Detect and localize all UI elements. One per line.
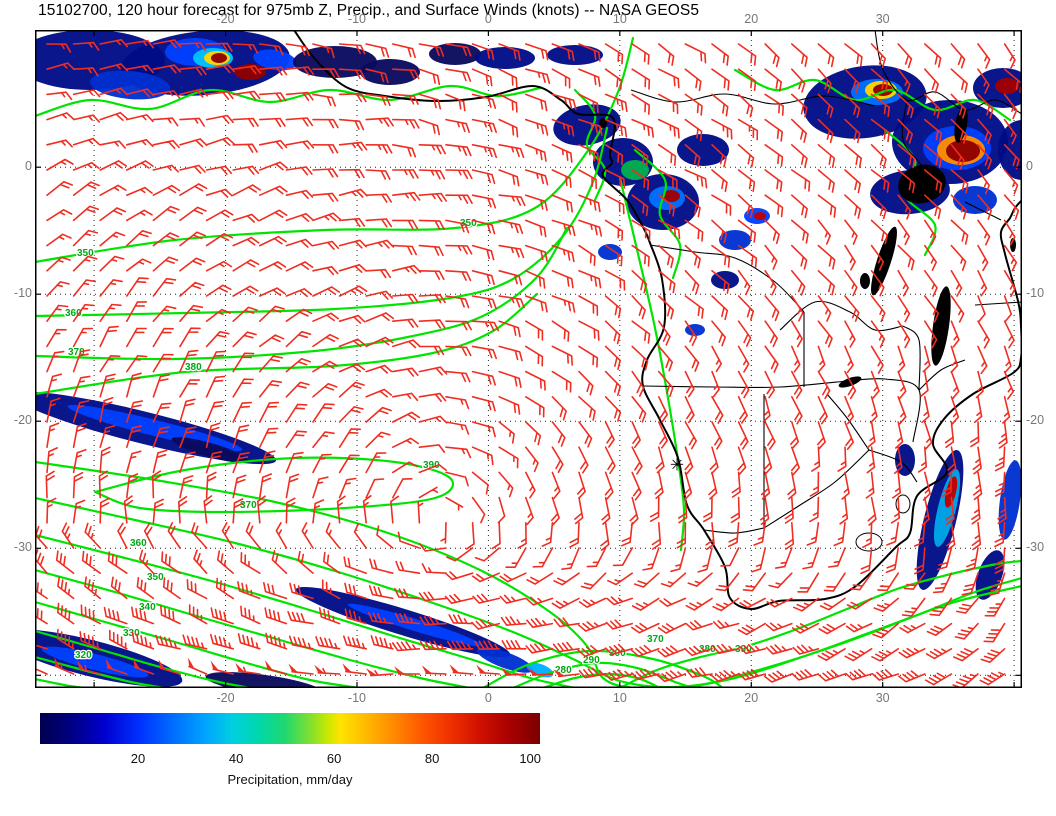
map-canvas: 3503503603703803903803703703603503403303…: [35, 30, 1022, 688]
svg-text:330: 330: [123, 628, 140, 639]
y-tick-label: 0: [25, 159, 32, 174]
svg-text:380: 380: [185, 362, 202, 373]
svg-text:370: 370: [240, 500, 257, 511]
y-tick-label: -10: [1026, 286, 1045, 301]
page-title: 15102700, 120 hour forecast for 975mb Z,…: [38, 2, 700, 19]
svg-text:290: 290: [583, 655, 600, 666]
x-tick-label: 30: [875, 691, 890, 705]
svg-text:350: 350: [147, 572, 164, 583]
colorbar-tick-label: 40: [228, 751, 244, 766]
y-tick-label: 0: [1026, 159, 1033, 174]
colorbar-tick-label: 100: [519, 751, 542, 766]
svg-text:370: 370: [647, 634, 664, 645]
colorbar-tick-label: 80: [424, 751, 440, 766]
svg-text:320: 320: [75, 650, 92, 661]
x-tick-label: 0: [484, 691, 492, 705]
x-tick-label: 20: [744, 12, 759, 26]
x-tick-label: 0: [484, 12, 492, 26]
x-tick-label: -10: [347, 691, 367, 705]
svg-text:360: 360: [65, 308, 82, 319]
y-tick-label: -30: [13, 540, 32, 555]
svg-text:340: 340: [139, 602, 156, 613]
y-tick-label: -30: [1026, 540, 1045, 555]
colorbar-tick-label: 60: [326, 751, 342, 766]
x-tick-label: -10: [347, 12, 367, 26]
x-tick-label: -20: [216, 691, 235, 705]
colorbar-tick-label: 20: [130, 751, 146, 766]
x-tick-label: 20: [744, 691, 759, 705]
colorbar-caption: Precipitation, mm/day: [227, 772, 353, 787]
y-tick-label: -10: [13, 286, 32, 301]
y-tick-label: -20: [13, 413, 32, 428]
svg-text:✳: ✳: [670, 455, 684, 474]
x-tick-label: -20: [216, 12, 235, 26]
x-tick-label: 10: [612, 12, 627, 26]
x-tick-label: 30: [875, 12, 890, 26]
svg-text:360: 360: [130, 538, 147, 549]
svg-text:370: 370: [68, 347, 85, 358]
precipitation-colorbar: [40, 713, 540, 744]
map-plot: 350 350 360 370 380 390 380 370 370 360 350 340 330 3…: [35, 30, 1022, 688]
y-tick-label: -20: [1026, 413, 1045, 428]
x-tick-label: 10: [612, 691, 627, 705]
